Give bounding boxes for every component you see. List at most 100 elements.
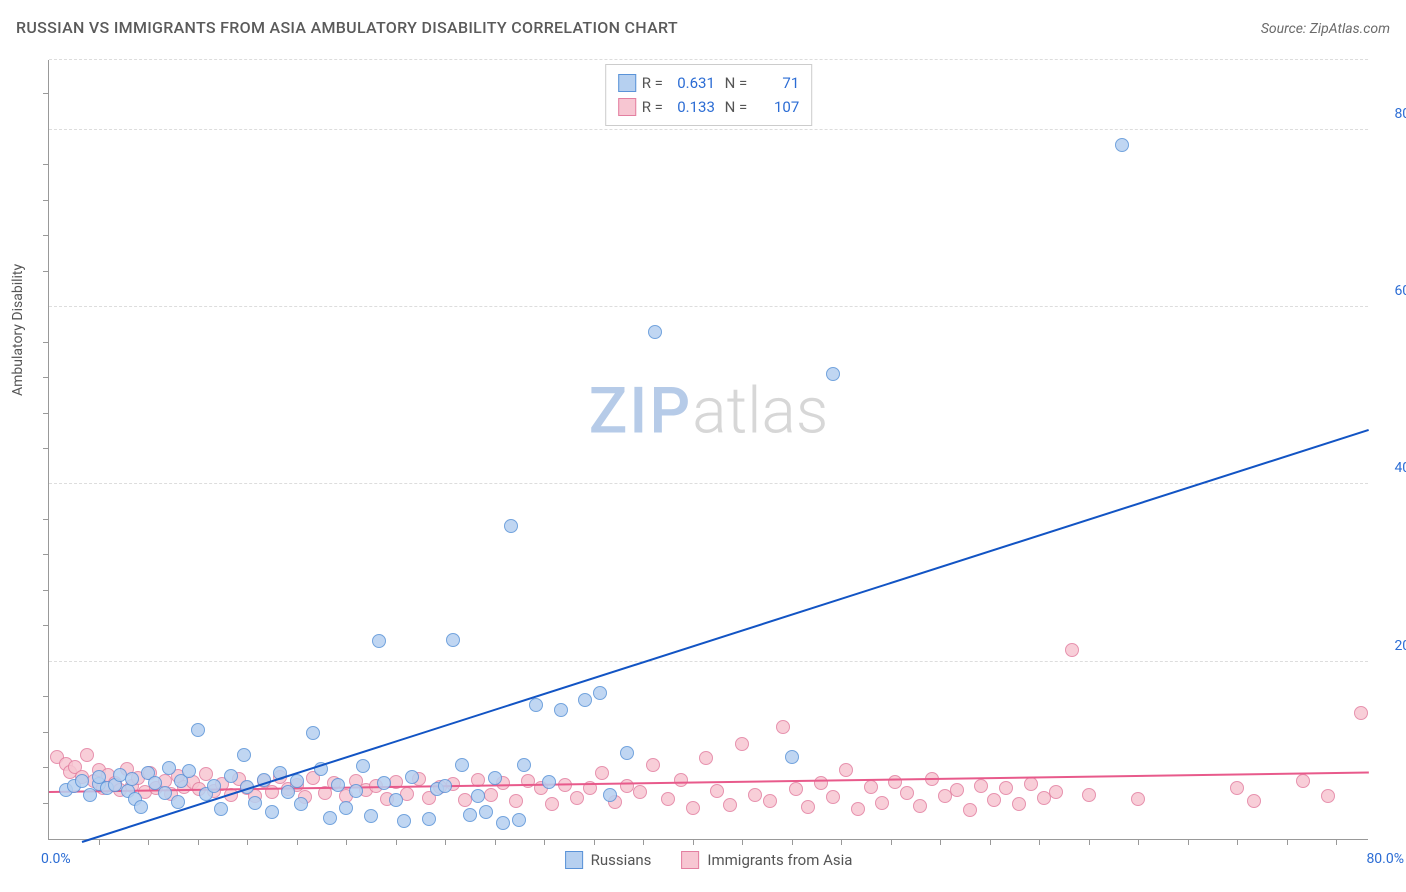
point-russians [529, 698, 543, 712]
x-tick-label-end: 80.0% [1366, 851, 1404, 867]
point-russians [504, 519, 518, 533]
grid-line [49, 59, 1368, 60]
grid-line [49, 661, 1368, 662]
point-immigrants [1024, 777, 1038, 791]
legend-r-label: R = [642, 71, 663, 95]
point-russians [214, 802, 228, 816]
point-immigrants [735, 737, 749, 751]
legend-r-value-0: 0.631 [669, 71, 715, 95]
point-russians [397, 814, 411, 828]
point-immigrants [1065, 643, 1079, 657]
point-russians [182, 764, 196, 778]
point-immigrants [545, 797, 559, 811]
point-russians [471, 789, 485, 803]
x-tick [346, 839, 347, 845]
y-tick [43, 803, 49, 804]
point-immigrants [686, 801, 700, 815]
y-tick-label: 20.0% [1394, 638, 1406, 654]
source-link[interactable]: ZipAtlas.com [1310, 21, 1390, 37]
point-russians [542, 775, 556, 789]
y-tick [43, 200, 49, 201]
x-tick [1039, 839, 1040, 845]
point-russians [512, 813, 526, 827]
y-tick [43, 554, 49, 555]
legend-label-russians: Russians [591, 851, 652, 869]
point-immigrants [1082, 788, 1096, 802]
x-tick [396, 839, 397, 845]
point-immigrants [888, 775, 902, 789]
point-russians [162, 761, 176, 775]
x-tick [1188, 839, 1189, 845]
y-tick-label: 60.0% [1394, 283, 1406, 299]
point-immigrants [646, 758, 660, 772]
x-tick [1336, 839, 1337, 845]
legend-swatch-immigrants [618, 98, 636, 116]
x-tick [643, 839, 644, 845]
point-russians [389, 793, 403, 807]
point-immigrants [826, 790, 840, 804]
point-immigrants [1012, 797, 1026, 811]
y-tick [43, 271, 49, 272]
x-tick [247, 839, 248, 845]
point-russians [158, 786, 172, 800]
point-immigrants [80, 748, 94, 762]
point-russians [125, 772, 139, 786]
point-russians [620, 746, 634, 760]
x-tick [495, 839, 496, 845]
y-tick [43, 590, 49, 591]
y-axis-label: Ambulatory Disability [10, 264, 26, 396]
y-tick [43, 625, 49, 626]
x-tick [693, 839, 694, 845]
legend-r-value-1: 0.133 [669, 95, 715, 119]
point-russians [496, 816, 510, 830]
point-immigrants [851, 802, 865, 816]
point-immigrants [723, 798, 737, 812]
legend-series: Russians Immigrants from Asia [565, 851, 853, 869]
point-immigrants [1230, 781, 1244, 795]
point-russians [306, 726, 320, 740]
x-tick [594, 839, 595, 845]
y-tick [43, 93, 49, 94]
legend-item-immigrants: Immigrants from Asia [681, 851, 852, 869]
x-tick [1138, 839, 1139, 845]
point-russians [171, 795, 185, 809]
point-immigrants [1354, 706, 1368, 720]
x-tick [841, 839, 842, 845]
x-tick [792, 839, 793, 845]
point-immigrants [509, 794, 523, 808]
x-tick [99, 839, 100, 845]
point-russians [372, 634, 386, 648]
y-tick [43, 696, 49, 697]
x-tick [148, 839, 149, 845]
point-immigrants [864, 780, 878, 794]
legend-n-value-1: 107 [753, 95, 799, 119]
y-tick [43, 377, 49, 378]
point-russians [248, 796, 262, 810]
point-russians [265, 805, 279, 819]
point-russians [446, 633, 460, 647]
point-immigrants [1131, 792, 1145, 806]
point-russians [517, 758, 531, 772]
y-tick [43, 413, 49, 414]
point-immigrants [974, 779, 988, 793]
point-immigrants [484, 788, 498, 802]
point-russians [294, 797, 308, 811]
point-immigrants [1321, 789, 1335, 803]
point-immigrants [950, 783, 964, 797]
legend-swatch-russians-icon [565, 851, 583, 869]
y-tick [43, 732, 49, 733]
point-immigrants [620, 779, 634, 793]
point-immigrants [875, 796, 889, 810]
point-russians [578, 693, 592, 707]
point-russians [422, 812, 436, 826]
watermark-atlas: atlas [692, 373, 828, 448]
point-russians [237, 748, 251, 762]
grid-line [49, 483, 1368, 484]
x-tick [1089, 839, 1090, 845]
watermark-zip: ZIP [589, 373, 693, 448]
x-tick [445, 839, 446, 845]
legend-stats: R = 0.631 N = 71 R = 0.133 N = 107 [605, 64, 813, 126]
point-immigrants [570, 791, 584, 805]
point-russians [593, 686, 607, 700]
point-immigrants [763, 794, 777, 808]
